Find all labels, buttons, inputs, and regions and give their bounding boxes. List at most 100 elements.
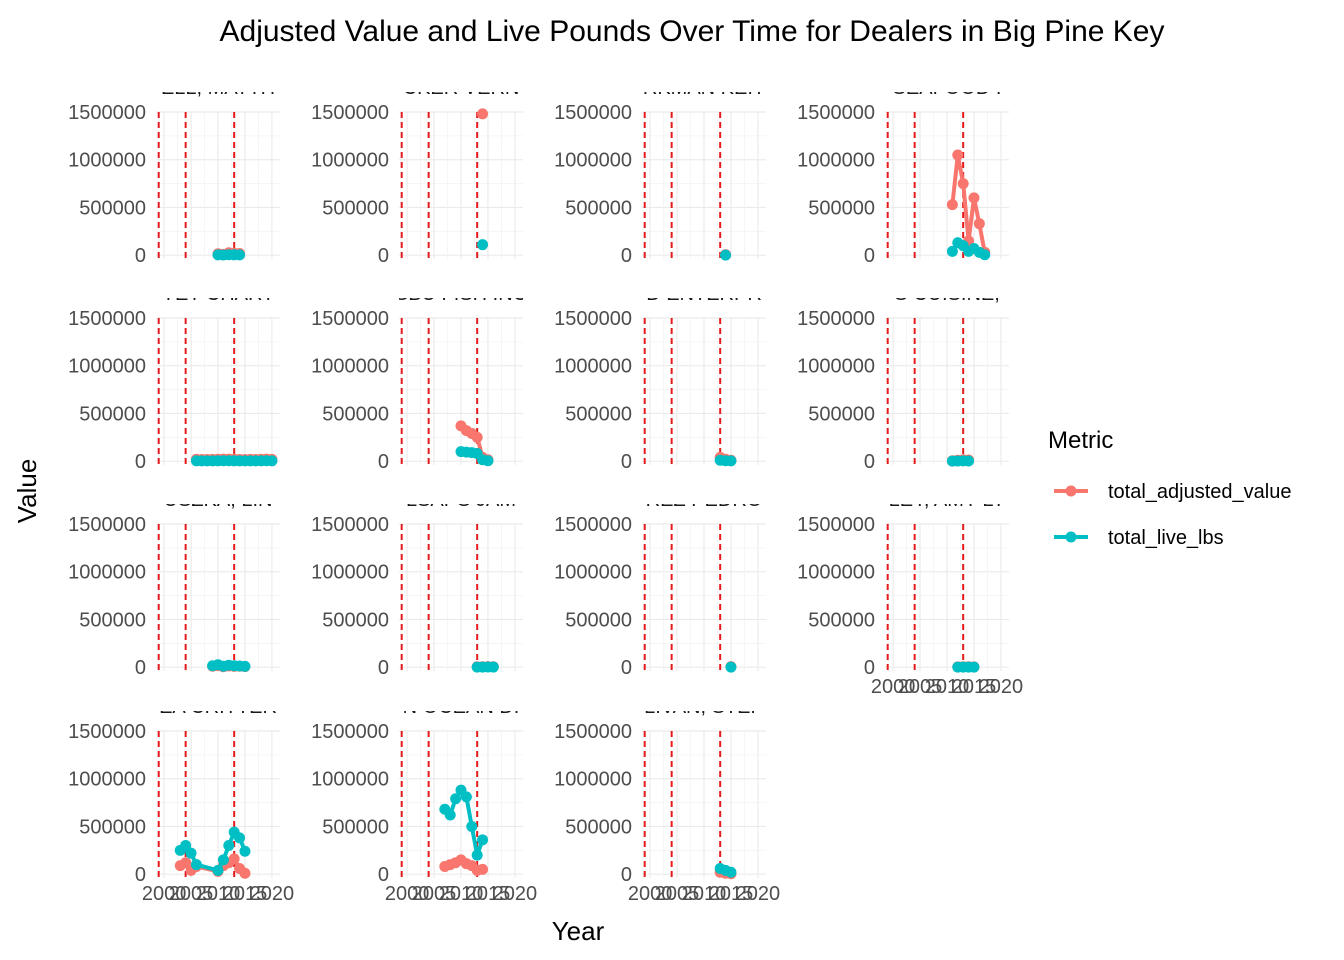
data-point	[212, 864, 224, 876]
y-tick-label: 1500000	[554, 514, 632, 536]
x-tick-label: 2015	[952, 676, 997, 698]
gridlines	[642, 111, 766, 259]
strip-label: LEY, AMY LY	[889, 489, 1006, 511]
x-tick-label: 2015	[223, 883, 268, 905]
y-tick-label: 500000	[808, 609, 875, 631]
legend: Metric total_adjusted_value total_live_lb…	[1048, 427, 1291, 549]
y-tick-label: 1000000	[554, 562, 632, 584]
y-tick-label: 1500000	[797, 308, 875, 330]
gridlines	[156, 111, 280, 259]
strip-label: REZ PEDRO	[646, 489, 763, 511]
strip-label: CKER VERN	[403, 77, 520, 99]
strip-label: N OCEAN DI	[403, 696, 520, 718]
y-tick-label: 0	[135, 245, 146, 267]
y-tick-label: 1500000	[554, 721, 632, 743]
y-tick-label: 1000000	[311, 769, 389, 791]
y-tick-label: 0	[135, 657, 146, 679]
x-tick-label: 2005	[412, 883, 457, 905]
legend-title: Metric	[1048, 427, 1113, 454]
y-tick-label: 500000	[808, 197, 875, 219]
strip-label: LSAPS JAM	[406, 489, 516, 511]
facet-panel: N OCEAN DI050000010000001500000200020052…	[311, 696, 537, 905]
y-tick-label: 1000000	[68, 769, 146, 791]
x-tick-label: 2005	[655, 883, 700, 905]
strip: LSAPS JAM	[406, 489, 516, 511]
gridlines	[642, 523, 766, 671]
x-tick-label: 2010	[925, 676, 970, 698]
gridlines	[885, 111, 1009, 259]
data-point	[979, 249, 991, 261]
y-tick-label: 500000	[79, 197, 146, 219]
strip: LIVAN, STEP	[644, 696, 764, 718]
facet-panel: LSAPS JAM 0 500000 1000000 1500000	[311, 489, 523, 679]
strip: REZ PEDRO	[646, 489, 763, 511]
data-point	[266, 455, 278, 467]
strip-label: LIVAN, STEP	[644, 696, 764, 718]
y-tick-label: 1500000	[68, 721, 146, 743]
data-point	[234, 249, 246, 261]
strip: RKMAN KEIT	[643, 77, 765, 99]
legend-label: total_live_lbs	[1108, 527, 1224, 549]
data-point	[239, 867, 251, 879]
y-tick-label: 0	[864, 451, 875, 473]
strip-label: RKMAN KEIT	[643, 77, 765, 99]
y-tick-label: 1000000	[554, 150, 632, 172]
facet-panel: SEAFOOD I 0 500000 1000000 1500000	[797, 77, 1009, 267]
x-tick-label: 2010	[682, 883, 727, 905]
data-point	[217, 854, 229, 866]
strip: CKER VERN	[403, 77, 520, 99]
y-tick-label: 500000	[565, 816, 632, 838]
y-tick-label: 1000000	[797, 150, 875, 172]
y-tick-label: 500000	[79, 403, 146, 425]
data-point	[185, 847, 197, 859]
data-point	[477, 863, 489, 875]
y-tick-label: 1500000	[68, 514, 146, 536]
legend-entries: total_adjusted_value total_live_lbs	[1054, 481, 1291, 549]
data-point	[180, 857, 192, 869]
x-tick-label: 2010	[439, 883, 484, 905]
x-tick-label: 2010	[196, 883, 241, 905]
y-tick-label: 0	[864, 657, 875, 679]
y-tick-label: 0	[621, 657, 632, 679]
y-tick-label: 1000000	[311, 562, 389, 584]
y-tick-label: 1500000	[311, 102, 389, 124]
data-point	[963, 455, 975, 467]
y-tick-label: 1000000	[797, 562, 875, 584]
y-tick-label: 1500000	[797, 102, 875, 124]
y-tick-label: 1000000	[311, 356, 389, 378]
y-tick-label: 1500000	[68, 102, 146, 124]
x-tick-label: 2000	[871, 676, 916, 698]
x-tick-label: 2020	[736, 883, 781, 905]
data-point	[466, 820, 478, 832]
chart-title: Adjusted Value and Live Pounds Over Time…	[220, 15, 1165, 48]
data-point	[477, 834, 489, 846]
strip: ELL, MATTH	[161, 77, 275, 99]
strip-label: D ENTERPR	[646, 283, 762, 305]
legend-label: total_adjusted_value	[1108, 481, 1291, 503]
facet-panel: D ENTERPR 0 500000 1000000 1500000	[554, 283, 766, 473]
strip-label: EA CRITTER	[159, 696, 277, 718]
facet-panel: LEY, AMY LY 0 500000 1000000 1500000 20002005…	[797, 489, 1024, 698]
strip-label: ELL, MATTH	[161, 77, 275, 99]
gridlines	[399, 523, 523, 671]
strip: N OCEAN DI	[403, 696, 520, 718]
y-tick-label: 0	[378, 451, 389, 473]
strip: D ENTERPR	[646, 283, 762, 305]
strip-label: SBU FISH INC	[395, 283, 527, 305]
strip: S CUISINE,	[894, 298, 1000, 305]
strip-label: SEAFOOD I	[893, 77, 1002, 99]
data-point	[725, 866, 737, 878]
data-point	[720, 249, 732, 261]
y-tick-label: 0	[135, 864, 146, 886]
facet-panel: USZKA, LIN 0 500000 1000000 1500000	[68, 504, 280, 679]
y-tick-label: 500000	[565, 197, 632, 219]
x-tick-label: 2015	[709, 883, 754, 905]
y-tick-label: 1500000	[554, 308, 632, 330]
legend-entry: total_live_lbs	[1054, 527, 1224, 549]
x-tick-label: 2000	[628, 883, 673, 905]
x-tick-label: 2020	[979, 676, 1024, 698]
y-tick-label: 1000000	[68, 356, 146, 378]
y-tick-label: 1500000	[797, 514, 875, 536]
data-point	[228, 853, 240, 865]
y-tick-label: 500000	[79, 816, 146, 838]
